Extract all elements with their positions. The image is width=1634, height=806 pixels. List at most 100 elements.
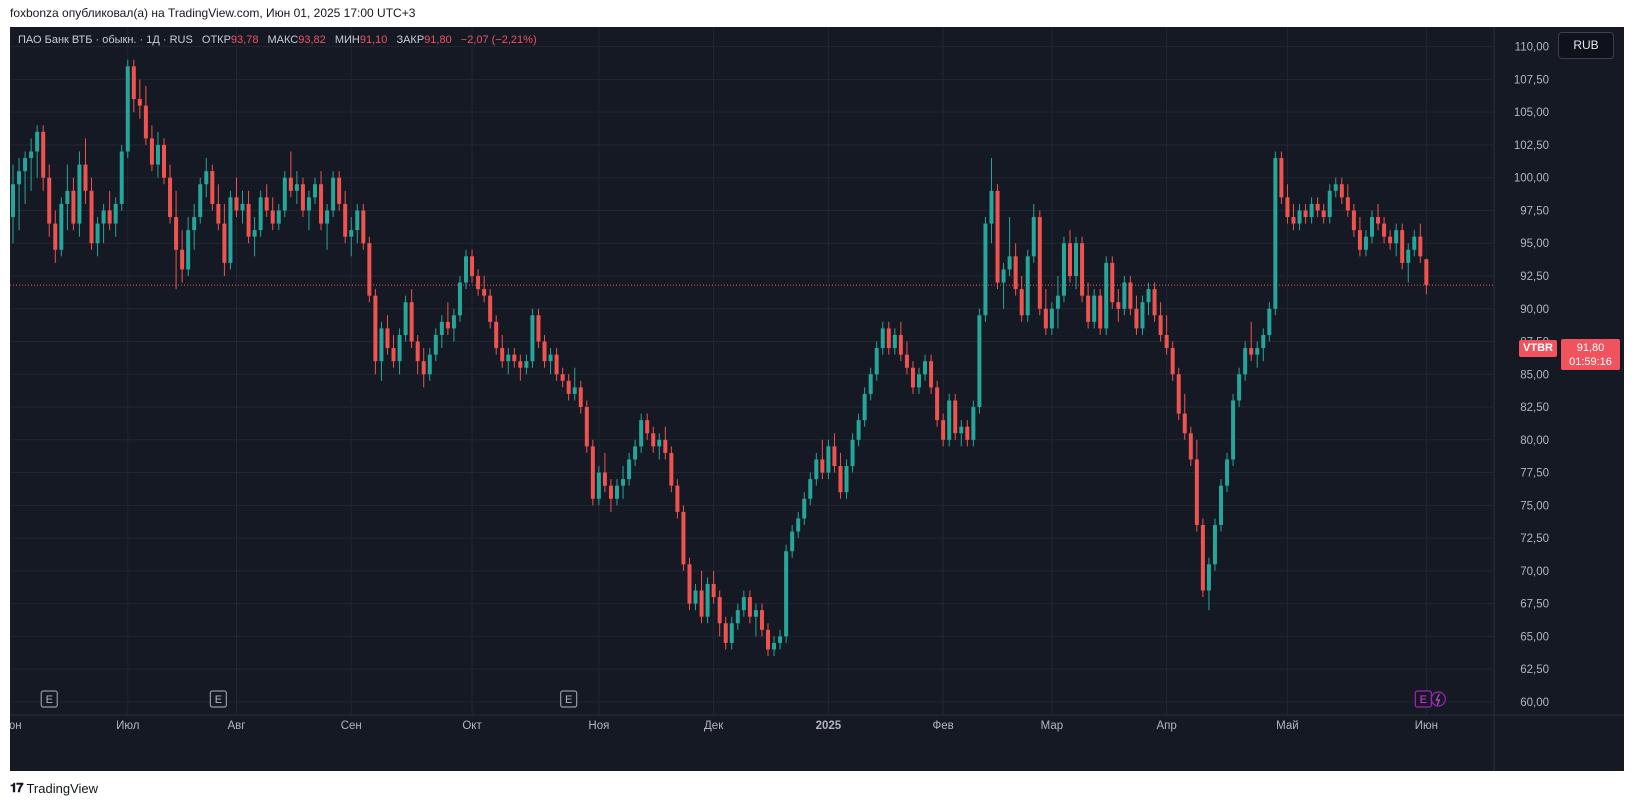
candle-body: [53, 223, 58, 250]
x-tick-label: Июл: [116, 720, 139, 732]
candle-body: [294, 184, 299, 191]
candle-body: [119, 151, 124, 204]
candle-body: [536, 315, 541, 342]
candle-body: [349, 230, 354, 237]
candle-body: [397, 334, 402, 362]
y-tick-label: 70,00: [1520, 566, 1549, 578]
candle-body: [802, 498, 807, 519]
candle-body: [965, 426, 970, 440]
candle-body: [222, 223, 227, 263]
legend-open-label: ОТКР: [201, 34, 231, 46]
candle-body: [1013, 256, 1018, 290]
candle-body: [1212, 524, 1217, 565]
x-tick-label: Май: [1276, 720, 1299, 732]
candle-body: [1158, 315, 1163, 335]
candle-body: [282, 177, 287, 211]
tradingview-logo[interactable]: 𝟏𝟕 TradingView: [10, 780, 98, 796]
candle-body: [717, 597, 722, 624]
candle-body: [947, 400, 952, 440]
candle-body: [240, 203, 245, 211]
candle-body: [1134, 308, 1139, 329]
candle-body: [814, 459, 819, 480]
candle-body: [276, 210, 281, 224]
candle-body: [445, 321, 450, 329]
tradingview-brand: TradingView: [26, 780, 99, 796]
candle-body: [1080, 243, 1085, 296]
candle-body: [439, 321, 444, 335]
candle-body: [216, 203, 221, 224]
legend-symbol: ПАО Банк ВТБ · обыкн. · 1Д · RUS: [18, 34, 193, 46]
candle-body: [355, 210, 360, 231]
candle-body: [385, 328, 390, 349]
candle-body: [186, 230, 191, 270]
y-tick-label: 107,50: [1514, 74, 1549, 86]
chart-area[interactable]: 110,00 107,50 105,00 102,50 100,00 97,50 95,00…: [10, 27, 1624, 771]
candle-body: [65, 190, 70, 204]
candle-body: [1182, 413, 1187, 434]
candle-body: [83, 164, 88, 191]
earnings-marker: [560, 690, 578, 708]
candle-body: [210, 171, 215, 204]
candle-body: [1363, 236, 1368, 250]
candle-body: [1037, 217, 1042, 309]
candle-body: [778, 636, 783, 643]
candle-body: [1055, 295, 1060, 309]
earnings-marker: [209, 690, 227, 708]
candle-body: [838, 466, 843, 493]
x-tick-label: Мар: [1041, 720, 1064, 732]
candle-body: [1400, 230, 1405, 263]
candle-body: [560, 374, 565, 381]
candle-body: [494, 321, 499, 349]
candle-body: [796, 518, 801, 532]
x-tick-label: Фев: [933, 720, 954, 732]
x-tick-label: Июн: [1415, 720, 1438, 732]
candle-body: [1382, 223, 1387, 237]
candle-body: [657, 439, 662, 447]
candle-body: [844, 466, 849, 493]
dividend-icon: [1430, 691, 1446, 707]
candle-body: [753, 610, 758, 617]
candle-body: [1303, 210, 1308, 218]
earnings-marker-label: E: [1420, 694, 1427, 706]
candle-body: [971, 407, 976, 440]
candle-body: [512, 354, 517, 362]
candlestick-chart[interactable]: 110,00 107,50 105,00 102,50 100,00 97,50 95,00…: [10, 27, 1624, 771]
candle-body: [953, 400, 958, 434]
y-tick-label: 72,50: [1520, 533, 1549, 545]
candle-body: [1200, 524, 1205, 591]
last-price-value: 91,80: [1576, 342, 1605, 354]
y-tick-label: 90,00: [1520, 304, 1549, 316]
candle-body: [923, 361, 928, 375]
candle-body: [910, 367, 915, 388]
candle-body: [596, 472, 601, 499]
y-tick-label: 77,50: [1520, 468, 1549, 480]
candle-body: [1237, 374, 1242, 401]
candle-body: [699, 590, 704, 617]
candle-body: [1243, 348, 1248, 375]
candle-body: [790, 531, 795, 552]
x-tick-label: Окт: [462, 720, 482, 732]
y-tick-label: 62,50: [1520, 664, 1549, 676]
y-tick-label: 97,50: [1520, 205, 1549, 217]
candle-body: [886, 328, 891, 349]
x-tick-label: Авг: [227, 720, 245, 732]
candle-body: [1007, 256, 1012, 270]
candle-body: [548, 354, 553, 362]
candle-body: [1110, 262, 1115, 303]
candle-body: [995, 190, 1000, 283]
legend-high-value: 93,82: [298, 34, 326, 46]
candle-body: [723, 623, 728, 643]
candle-body: [379, 328, 384, 362]
candle-body: [59, 203, 64, 250]
candle-body: [143, 105, 148, 139]
candle-body: [451, 315, 456, 329]
candle-body: [415, 341, 420, 362]
candle-body: [1351, 210, 1356, 231]
candle-body: [693, 590, 698, 604]
candle-body: [572, 387, 577, 394]
y-tick-label: 110,00: [1515, 42, 1549, 54]
currency-button[interactable]: RUB: [1558, 32, 1614, 59]
candle-body: [470, 256, 475, 276]
candle-body: [331, 177, 336, 211]
candle-body: [1068, 243, 1072, 276]
